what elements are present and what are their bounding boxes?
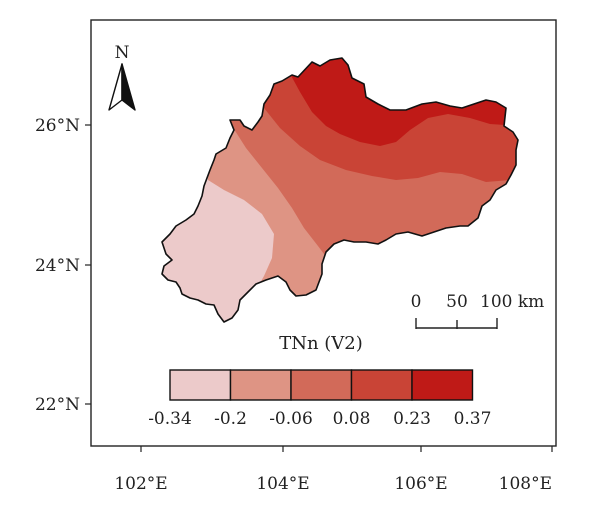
legend-swatch-1 <box>169 369 232 401</box>
lon-label-104: 104°E <box>256 474 309 494</box>
lon-label-102: 102°E <box>114 474 167 494</box>
lat-label-26: 26°N <box>35 116 80 136</box>
legend-break-label: 0.37 <box>454 409 492 429</box>
legend-labels: -0.34 -0.2 -0.06 0.08 0.23 0.37 <box>148 409 491 429</box>
north-arrow: N <box>108 43 136 111</box>
legend: TNn (V2) -0.34 -0.2 -0.06 0.08 0.23 0.37 <box>148 333 491 429</box>
legend-swatch-2 <box>229 369 292 401</box>
legend-title: TNn (V2) <box>279 333 363 354</box>
north-label: N <box>115 43 130 63</box>
legend-break-label: -0.06 <box>269 409 313 429</box>
legend-swatch-5 <box>411 369 474 401</box>
scale-label-100km: 100 km <box>480 292 544 312</box>
lat-label-24: 24°N <box>35 256 80 276</box>
legend-break-label: -0.34 <box>148 409 192 429</box>
region-boundary <box>161 57 519 323</box>
legend-break-label: -0.2 <box>214 409 247 429</box>
legend-break-label: 0.08 <box>333 409 371 429</box>
scale-label-0: 0 <box>411 292 422 312</box>
scale-bar: 0 50 100 km <box>411 292 544 329</box>
legend-break-label: 0.23 <box>393 409 431 429</box>
lat-label-22: 22°N <box>35 395 80 415</box>
legend-swatch-3 <box>290 369 353 401</box>
latitude-axis: 26°N 24°N 22°N <box>35 116 91 415</box>
lon-label-106: 106°E <box>394 474 447 494</box>
legend-swatches <box>169 369 474 401</box>
scale-label-50: 50 <box>446 292 468 312</box>
legend-swatch-4 <box>350 369 413 401</box>
longitude-axis: 102°E 104°E 106°E 108°E <box>114 446 553 494</box>
lon-label-108: 108°E <box>499 474 552 494</box>
